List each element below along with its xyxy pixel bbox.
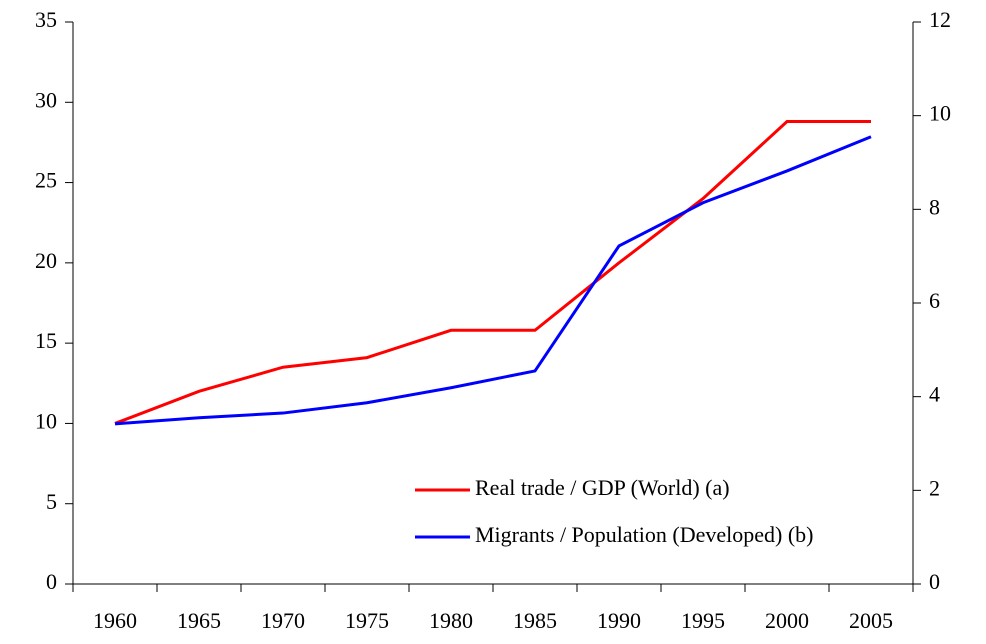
y-tick-label: 5 (46, 489, 57, 514)
y2-tick-label: 12 (929, 7, 951, 32)
series-line (114, 135, 872, 426)
x-tick-label: 1960 (93, 608, 137, 633)
x-tick-label: 2000 (765, 608, 809, 633)
series-line (114, 120, 871, 425)
y2-tick-label: 0 (929, 569, 940, 594)
y-tick-label: 30 (35, 87, 57, 112)
x-tick-label: 1980 (429, 608, 473, 633)
y-tick-label: 0 (46, 569, 57, 594)
y-tick-label: 10 (35, 408, 57, 433)
y-tick-label: 25 (35, 168, 57, 193)
x-tick-label: 1975 (345, 608, 389, 633)
y2-tick-label: 2 (929, 475, 940, 500)
x-tick-label: 1970 (261, 608, 305, 633)
y-tick-label: 20 (35, 248, 57, 273)
x-tick-label: 1985 (513, 608, 557, 633)
y-tick-label: 35 (35, 7, 57, 32)
x-tick-label: 2005 (849, 608, 893, 633)
y2-tick-label: 4 (929, 382, 940, 407)
y2-tick-label: 10 (929, 101, 951, 126)
x-tick-label: 1965 (177, 608, 221, 633)
y-tick-label: 15 (35, 328, 57, 353)
legend-label: Real trade / GDP (World) (a) (475, 475, 730, 500)
y2-tick-label: 6 (929, 288, 940, 313)
legend-label: Migrants / Population (Developed) (b) (475, 522, 814, 547)
x-tick-label: 1995 (681, 608, 725, 633)
y2-tick-label: 8 (929, 194, 940, 219)
x-tick-label: 1990 (597, 608, 641, 633)
